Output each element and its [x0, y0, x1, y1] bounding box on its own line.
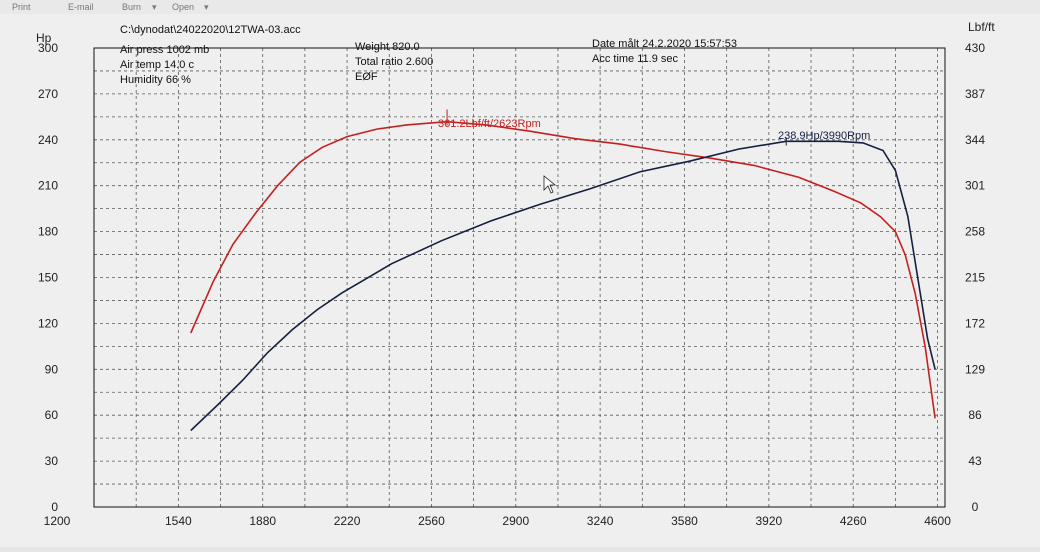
torque-peak-label: 361.2Lbf/ft/2623Rpm [438, 118, 541, 130]
right-tick-label: 301 [965, 179, 985, 193]
right-tick-label: 43 [968, 454, 982, 468]
dyno-chart: C:\dynodat\24022020\12TWA-03.acc Air pre… [36, 20, 995, 528]
right-tick-label: 0 [972, 500, 979, 514]
right-tick-label: 430 [965, 41, 985, 55]
left-tick-label: 90 [45, 362, 59, 376]
x-axis-ticks: 1200 1540 1880 2220 2560 2900 3240 3580 3920 4260… [44, 514, 952, 528]
right-tick-label: 387 [965, 87, 985, 101]
right-tick-label: 129 [965, 362, 985, 376]
y-left-axis-title: Hp [36, 31, 52, 45]
menu-item-burn[interactable]: Burn [122, 2, 142, 12]
left-tick-label: 180 [38, 225, 58, 239]
total-ratio: Total ratio 2.600 [355, 56, 433, 68]
x-tick-label: 2560 [418, 514, 445, 528]
right-tick-label: 344 [965, 133, 985, 147]
right-tick-label: 215 [965, 271, 985, 285]
right-tick-label: 86 [968, 408, 982, 422]
air-temp: Air temp 14.0 c [120, 59, 194, 71]
weight: Weight 820.0 [355, 41, 420, 53]
dyno-chart-area: C:\dynodat\24022020\12TWA-03.acc Air pre… [0, 14, 1040, 547]
x-tick-label: 3580 [671, 514, 698, 528]
torque-curve [190, 120, 936, 419]
left-tick-label: 240 [38, 133, 58, 147]
right-axis-ticks: 0 43 86 129 172 215 258 301 344 387 430 [965, 41, 985, 514]
menu-item-open[interactable]: Open [172, 2, 195, 12]
right-tick-label: 172 [965, 316, 985, 330]
left-tick-label: 0 [51, 500, 58, 514]
x-tick-label: 3240 [587, 514, 614, 528]
left-tick-label: 60 [45, 408, 59, 422]
left-tick-label: 210 [38, 179, 58, 193]
menu-item-print[interactable]: Print [12, 2, 31, 12]
x-tick-label: 2900 [502, 514, 529, 528]
left-axis-ticks: 0 30 60 90 120 150 180 210 240 270 300 [38, 41, 58, 514]
left-tick-label: 120 [38, 316, 58, 330]
left-tick-label: 270 [38, 87, 58, 101]
humidity: Humidity 66 % [120, 74, 191, 86]
y-right-axis-title: Lbf/ft [968, 20, 995, 34]
menu-bar: Print E-mail Burn ▾ Open ▾ [0, 0, 1040, 14]
mouse-cursor-icon [543, 175, 557, 194]
menu-item-email[interactable]: E-mail [68, 2, 94, 12]
acc-time: Acc time 11.9 sec [592, 53, 678, 65]
right-tick-label: 258 [965, 225, 985, 239]
x-tick-label: 4260 [840, 514, 867, 528]
burn-dropdown-icon[interactable]: ▾ [152, 2, 157, 12]
date-measured: Date målt 24.2.2020 15:57:53 [592, 38, 737, 50]
x-tick-label: 2220 [334, 514, 361, 528]
x-tick-label: 1200 [44, 514, 71, 528]
open-dropdown-icon[interactable]: ▾ [204, 2, 209, 12]
power-peak-label: 238.9Hp/3990Rpm [778, 130, 870, 142]
eof-label: EØF [355, 71, 378, 83]
plot-frame [93, 47, 946, 508]
x-tick-label: 4600 [924, 514, 951, 528]
left-tick-label: 30 [45, 454, 59, 468]
left-tick-label: 300 [38, 41, 58, 55]
x-tick-label: 3920 [755, 514, 782, 528]
air-press: Air press 1002 mb [120, 44, 209, 56]
power-curve [190, 140, 936, 432]
chart-grid [94, 48, 945, 507]
x-tick-label: 1880 [249, 514, 276, 528]
file-path: C:\dynodat\24022020\12TWA-03.acc [120, 24, 301, 36]
left-tick-label: 150 [38, 271, 58, 285]
x-tick-label: 1540 [165, 514, 192, 528]
